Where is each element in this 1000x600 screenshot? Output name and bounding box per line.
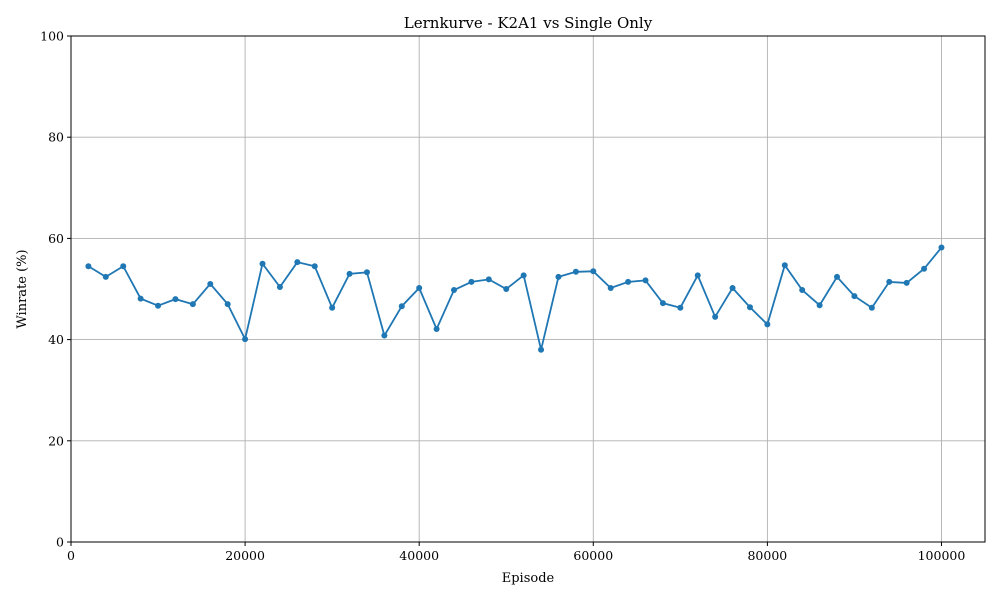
data-point — [694, 272, 701, 279]
data-point — [468, 278, 475, 285]
series-line — [87, 246, 943, 350]
data-point — [642, 277, 649, 284]
data-point — [572, 268, 579, 275]
data-point — [659, 300, 666, 307]
data-point — [381, 332, 388, 339]
data-point — [120, 263, 127, 270]
data-point — [329, 304, 336, 311]
data-point — [746, 304, 753, 311]
data-point — [799, 287, 806, 294]
data-point — [155, 302, 162, 309]
y-tick-label: 100 — [40, 29, 64, 44]
data-point — [520, 272, 527, 279]
data-point — [538, 346, 545, 353]
y-tick-label: 20 — [48, 433, 64, 448]
data-point — [259, 260, 266, 267]
data-point — [172, 296, 179, 303]
data-point — [677, 304, 684, 311]
data-point — [85, 263, 92, 270]
axis-ticks: 0 20000 40000 60000 80000 100000 0 20 40 60 80 100 — [40, 29, 965, 564]
series-layer — [85, 244, 945, 353]
data-point — [363, 269, 370, 276]
data-point — [903, 279, 910, 286]
data-point — [729, 284, 736, 291]
data-point — [607, 284, 614, 291]
data-point — [311, 263, 318, 270]
x-tick-label: 0 — [67, 548, 75, 563]
data-point — [764, 321, 771, 328]
data-point — [851, 293, 858, 300]
x-tick-label: 60000 — [573, 548, 613, 563]
data-point — [416, 284, 423, 291]
data-point — [485, 276, 492, 283]
x-tick-label: 100000 — [918, 548, 966, 563]
data-point — [102, 273, 109, 280]
data-point — [398, 303, 405, 310]
data-point — [921, 265, 928, 272]
x-axis-label: Episode — [502, 571, 555, 586]
data-point — [224, 301, 231, 308]
data-point — [555, 273, 562, 280]
data-point — [625, 278, 632, 285]
data-point — [451, 287, 458, 294]
x-tick-label: 40000 — [399, 548, 439, 563]
data-point — [590, 268, 597, 275]
data-point — [781, 262, 788, 269]
y-tick-label: 60 — [48, 231, 64, 246]
data-point — [938, 244, 945, 251]
x-tick-label: 20000 — [225, 548, 265, 563]
data-point — [503, 286, 510, 292]
data-point — [886, 278, 893, 285]
y-tick-label: 80 — [48, 130, 64, 145]
data-point — [834, 273, 841, 280]
data-point — [276, 283, 283, 290]
data-point — [242, 336, 249, 343]
y-tick-label: 0 — [56, 535, 64, 550]
data-point — [712, 313, 719, 320]
data-point — [137, 295, 144, 302]
x-tick-label: 80000 — [747, 548, 787, 563]
data-point — [816, 302, 823, 309]
plot-frame — [70, 35, 986, 543]
data-point — [189, 301, 196, 308]
y-axis-label: Winrate (%) — [15, 249, 30, 328]
chart-title: Lernkurve - K2A1 vs Single Only — [404, 14, 653, 32]
y-tick-label: 40 — [48, 332, 64, 347]
data-point — [868, 304, 875, 311]
data-point — [433, 325, 440, 332]
data-point — [346, 270, 353, 277]
data-point — [294, 259, 301, 266]
data-point — [207, 280, 214, 287]
